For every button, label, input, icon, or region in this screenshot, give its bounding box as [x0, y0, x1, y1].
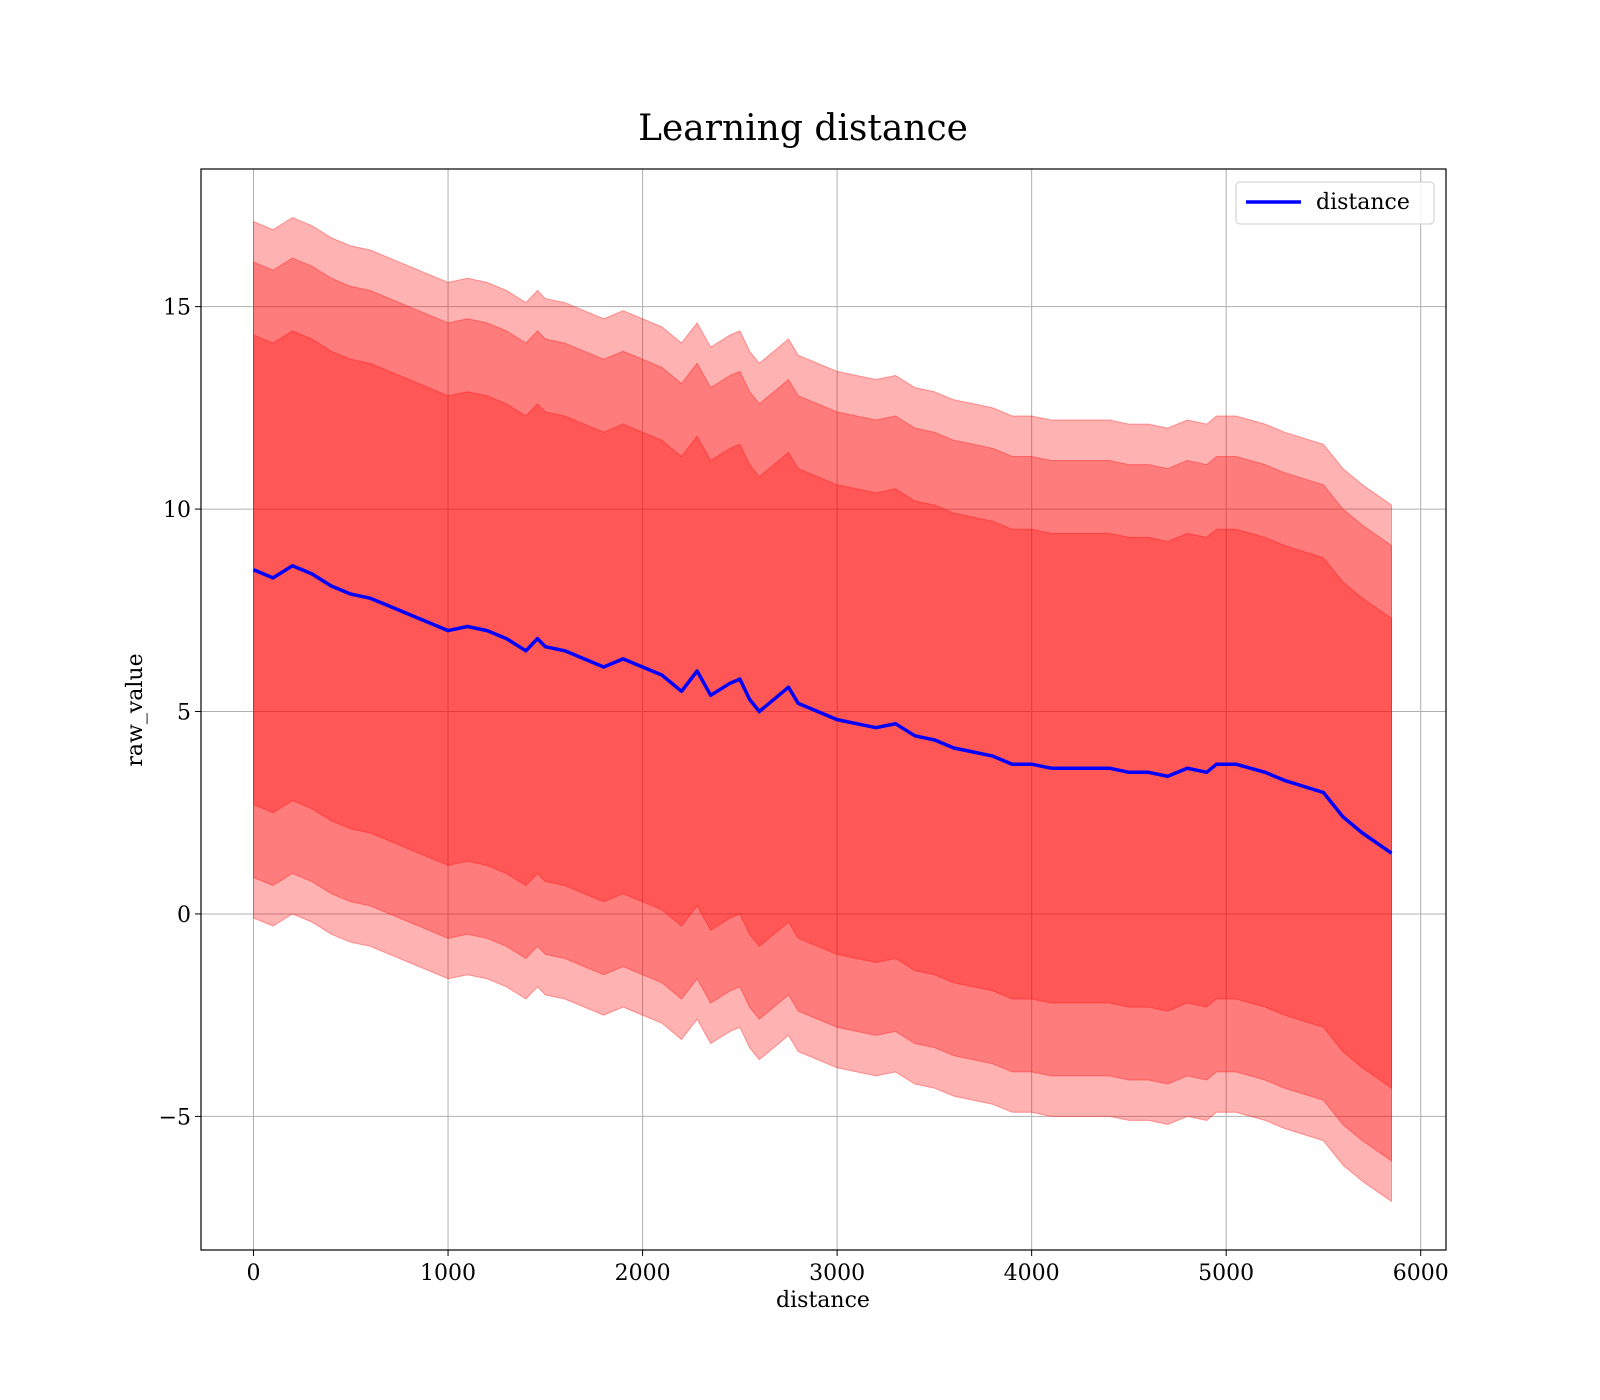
x-tick-label: 2000 [615, 1261, 671, 1286]
legend: distance [1235, 181, 1435, 225]
y-tick-label: 10 [163, 498, 191, 523]
chart-title: Learning distance [638, 108, 968, 149]
legend-box [1235, 181, 1435, 225]
legend-entry-distance: distance [1316, 190, 1410, 215]
band-1-sigma [253, 330, 1392, 1090]
x-tick-label: 5000 [1198, 1261, 1254, 1286]
grid [201, 169, 1446, 1250]
band-2-sigma [253, 257, 1392, 1162]
x-tick-label: 6000 [1393, 1261, 1449, 1286]
y-tick-label: −5 [159, 1105, 191, 1130]
x-tick-label: 0 [247, 1261, 261, 1286]
y-axis-ticks: −5 0 5 10 15 [159, 296, 201, 1130]
series-line-distance [252, 564, 1393, 855]
band-3-sigma [253, 217, 1392, 1203]
plot-area-frame [200, 168, 1447, 1251]
x-axis-ticks: 0 1000 2000 3000 4000 5000 6000 [247, 1250, 1449, 1286]
y-tick-label: 5 [177, 701, 191, 726]
x-tick-label: 3000 [809, 1261, 865, 1286]
y-tick-label: 0 [177, 903, 191, 928]
x-tick-label: 4000 [1004, 1261, 1060, 1286]
series-lines [252, 564, 1393, 855]
y-tick-label: 15 [163, 296, 191, 321]
y-axis-label: raw_value [123, 653, 148, 766]
x-axis-label: distance [776, 1288, 870, 1313]
confidence-bands [253, 217, 1392, 1203]
x-tick-label: 1000 [420, 1261, 476, 1286]
